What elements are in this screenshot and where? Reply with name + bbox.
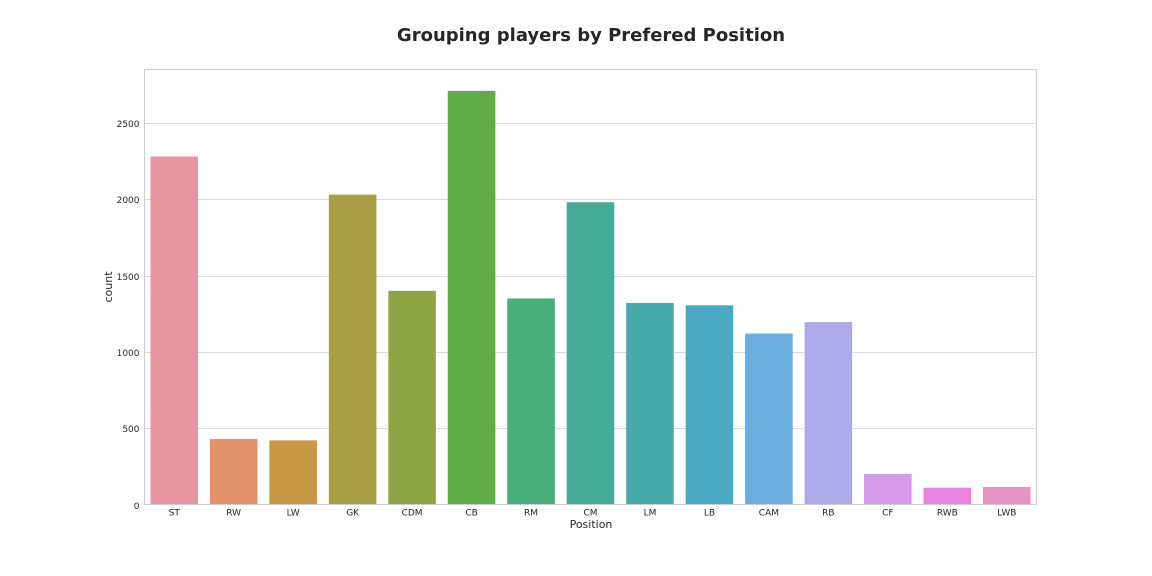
y-tick-label: 1500 — [117, 273, 140, 283]
bar-rm — [507, 298, 555, 505]
x-tick-label: LWB — [997, 509, 1016, 519]
x-tick-label: RW — [226, 509, 241, 519]
bar-lwb — [982, 486, 1031, 505]
x-axis-label: Position — [570, 518, 613, 531]
bar-lb — [685, 305, 734, 505]
bar-cdm — [388, 290, 436, 505]
bar-cb — [447, 90, 496, 505]
chart-title: Grouping players by Prefered Position — [397, 25, 785, 46]
x-tick-label: CF — [882, 509, 893, 519]
bar-cam — [745, 333, 793, 505]
bar-cm — [566, 202, 615, 505]
bar-rwb — [923, 487, 972, 505]
y-axis-ticks: 0 500 1000 1500 2000 2500 — [117, 120, 140, 512]
y-tick-label: 2500 — [117, 120, 140, 130]
bar-gk — [328, 194, 377, 505]
x-tick-label: LB — [704, 509, 715, 519]
bar-rb — [804, 322, 853, 505]
bars — [150, 90, 1031, 505]
x-tick-label: LM — [644, 509, 657, 519]
y-tick-label: 0 — [134, 502, 140, 512]
x-tick-label: CM — [583, 509, 597, 519]
x-tick-label: CB — [465, 509, 477, 519]
y-tick-label: 1000 — [117, 349, 140, 359]
x-tick-label: RB — [822, 509, 834, 519]
y-tick-label: 2000 — [117, 196, 140, 206]
plot-area-frame — [144, 69, 1037, 505]
bar-lw — [269, 440, 317, 505]
bar-st — [150, 156, 199, 505]
y-tick-label: 500 — [122, 425, 139, 435]
bar-rw — [209, 438, 258, 505]
x-tick-label: LW — [287, 509, 300, 519]
x-tick-label: GK — [346, 509, 360, 519]
x-tick-label: RM — [524, 509, 538, 519]
x-tick-label: ST — [169, 509, 181, 519]
x-tick-label: CAM — [759, 509, 779, 519]
bar-cf — [864, 473, 912, 505]
x-tick-label: RWB — [937, 509, 958, 519]
x-tick-label: CDM — [402, 509, 423, 519]
bar-lm — [626, 303, 674, 505]
y-axis-label: count — [102, 271, 115, 303]
x-axis-ticks: ST RW LW GK CDM CB RM CM LM LB CAM RB CF RWB LWB — [169, 509, 1017, 519]
